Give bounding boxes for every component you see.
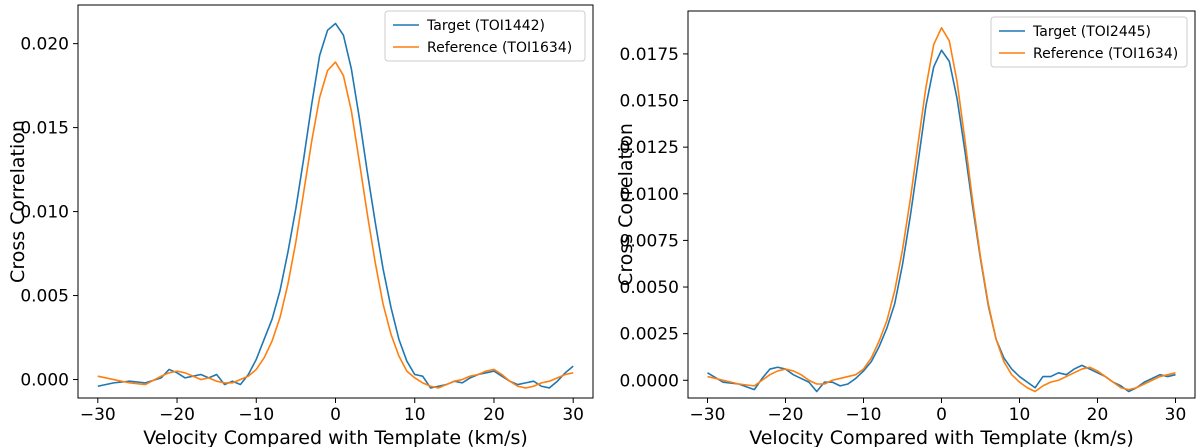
- right-x-tick-label: −10: [846, 405, 882, 425]
- right-legend-label-target: Target (TOI2445): [1032, 24, 1151, 40]
- left-x-tick-label: −30: [80, 405, 116, 425]
- left-legend-box: [384, 10, 586, 62]
- right-y-tick-label: 0.0175: [620, 45, 679, 65]
- right-legend: Target (TOI2445) Reference (TOI1634): [990, 16, 1188, 68]
- left-legend-label-reference: Reference (TOI1634): [427, 40, 572, 56]
- left-legend: Target (TOI1442) Reference (TOI1634): [384, 10, 586, 62]
- right-y-tick-label: 0.0050: [620, 278, 679, 298]
- right-legend-box: [990, 16, 1188, 68]
- right-x-tick-label: 0: [936, 405, 947, 425]
- left-series-lines: [97, 22, 574, 389]
- left-x-tick-label: 10: [404, 405, 426, 425]
- left-y-tick-label: 0.010: [20, 203, 69, 223]
- left-x-tick-label: −20: [159, 405, 195, 425]
- left-x-tick-label: 20: [483, 405, 505, 425]
- left-x-tick-label: −10: [238, 405, 274, 425]
- right-y-axis: 0.0000 0.0025 0.0050 0.0075 0.0100 0.0125 0.01…: [620, 45, 688, 391]
- left-series-line-reference: [97, 61, 574, 389]
- left-chart: −30 −20 −10 0 10 20 30 0.0000.0050.0100.0150.0…: [7, 4, 594, 447]
- right-series-line-reference: [707, 26, 1176, 393]
- left-x-tick-label: 0: [330, 405, 341, 425]
- right-y-tick-label: 0.0000: [620, 371, 679, 391]
- right-x-axis: −30 −20 −10 0 10 20 30: [690, 398, 1187, 425]
- left-y-axis-label: Cross Correlation: [7, 120, 29, 283]
- left-y-tick-label: 0.005: [20, 287, 69, 307]
- right-chart: −30 −20 −10 0 10 20 30 0.0000 0.0025 0.0050 0.007…: [615, 10, 1196, 447]
- right-series-lines: [707, 26, 1176, 393]
- right-x-tick-label: 20: [1087, 405, 1109, 425]
- right-plot-frame: [687, 10, 1196, 399]
- right-legend-label-reference: Reference (TOI1634): [1033, 46, 1178, 62]
- right-x-tick-label: −20: [768, 405, 804, 425]
- right-y-tick-label: 0.0075: [620, 231, 679, 251]
- right-series-line-target: [707, 49, 1176, 393]
- left-y-tick-label: 0.020: [20, 35, 69, 55]
- right-y-tick-label: 0.0150: [620, 92, 679, 112]
- left-x-tick-label: 30: [562, 405, 584, 425]
- left-series-line-target: [97, 22, 574, 389]
- right-x-tick-label: 30: [1165, 405, 1187, 425]
- right-y-tick-label: 0.0100: [620, 185, 679, 205]
- left-y-tick-label: 0.000: [20, 371, 69, 391]
- right-x-axis-label: Velocity Compared with Template (km/s): [749, 427, 1134, 447]
- right-y-axis-label: Cross Correlation: [615, 123, 637, 286]
- left-legend-label-target: Target (TOI1442): [426, 18, 545, 34]
- right-y-tick-label: 0.0025: [620, 325, 679, 345]
- left-x-axis: −30 −20 −10 0 10 20 30: [80, 398, 584, 425]
- left-y-axis: 0.000 0.005 0.010 0.015 0.020: [20, 35, 78, 391]
- right-y-tick-label: 0.0125: [620, 138, 679, 158]
- right-x-tick-label: 10: [1009, 405, 1031, 425]
- right-x-tick-label: −30: [690, 405, 726, 425]
- left-plot-frame: [77, 4, 594, 399]
- left-x-axis-label: Velocity Compared with Template (km/s): [143, 427, 528, 447]
- left-y-tick-label: 0.015: [20, 119, 69, 139]
